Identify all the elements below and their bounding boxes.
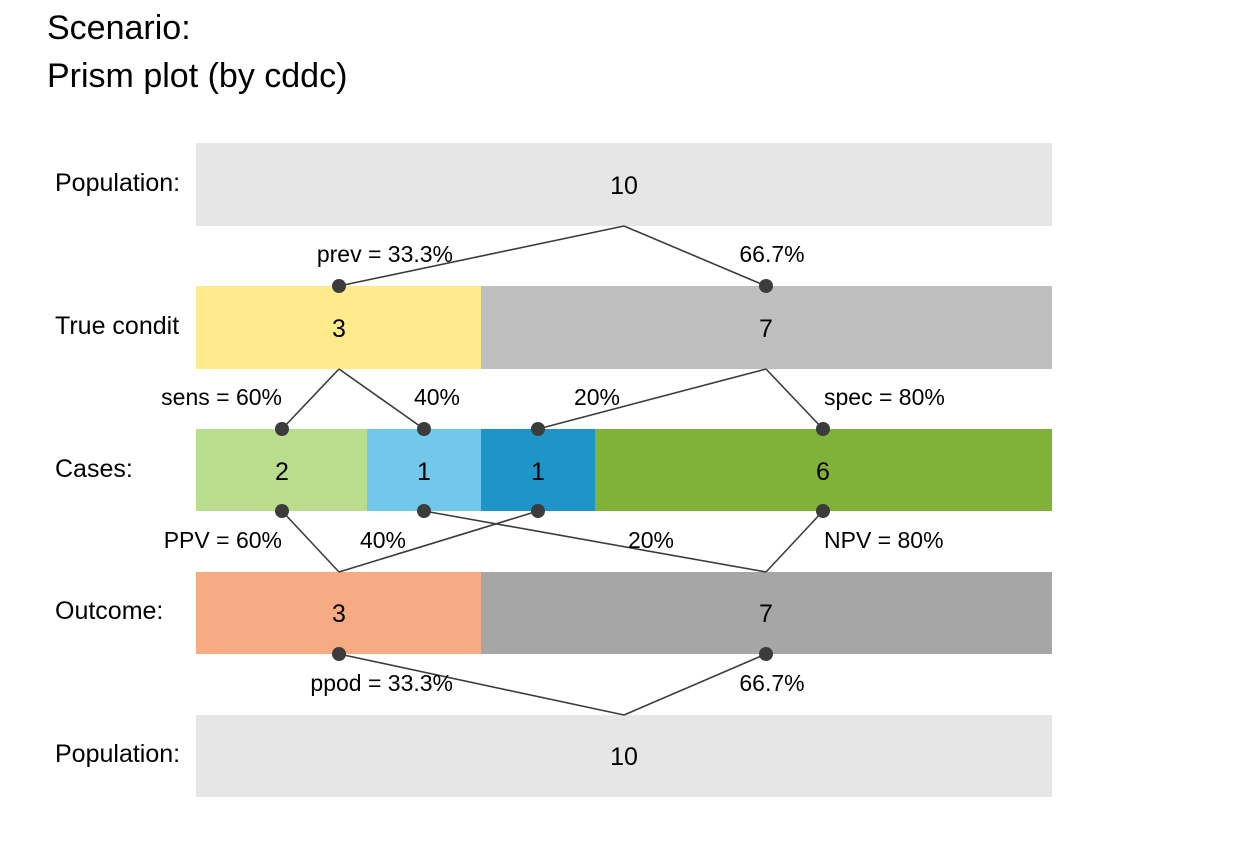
label-ppv: PPV = 60%: [164, 527, 282, 553]
count-population-top: 10: [610, 172, 638, 200]
dot-cr-top: [816, 422, 830, 436]
dot-dec-pos: [332, 647, 346, 661]
label-prev: prev = 33.3%: [317, 241, 453, 267]
label-ppod-complement: 66.7%: [739, 670, 804, 696]
label-prev-complement: 66.7%: [739, 241, 804, 267]
count-cond-true: 3: [332, 315, 346, 343]
link-hit-to-dec-pos: [281, 510, 340, 573]
link-dec-pos-to-pop: [338, 653, 625, 716]
count-cond-false: 7: [759, 315, 773, 343]
dot-hit-bottom: [275, 504, 289, 518]
title-line-2: Prism plot (by cddc): [47, 57, 348, 95]
link-dec-neg-to-pop: [623, 653, 767, 716]
correct-rejection-box: [595, 429, 1052, 511]
population-top-box: [196, 143, 1052, 226]
dec-pos-box: [196, 572, 481, 654]
cond-false-box: [481, 286, 1052, 369]
link-cr-to-dec-neg: [765, 510, 824, 573]
row-label-true-condition: True condit: [55, 312, 179, 340]
false-alarm-box: [481, 429, 595, 511]
dec-neg-box: [481, 572, 1052, 654]
link-cond-false-to-fa: [537, 368, 767, 430]
count-correct-rejection: 6: [816, 458, 830, 486]
dot-hit-top: [275, 422, 289, 436]
link-miss-to-dec-neg: [423, 510, 767, 573]
hit-box: [196, 429, 367, 511]
count-false-alarm: 1: [531, 458, 545, 486]
dot-fa-top: [531, 422, 545, 436]
link-lines: [281, 225, 824, 716]
label-false-alarm-rate: 20%: [574, 384, 620, 410]
cond-true-box: [196, 286, 481, 369]
dot-cond-false: [759, 279, 773, 293]
dot-cond-true: [332, 279, 346, 293]
dot-dec-neg: [759, 647, 773, 661]
row-label-population-bottom: Population:: [55, 740, 180, 768]
label-ppod: ppod = 33.3%: [310, 670, 453, 696]
label-sens: sens = 60%: [161, 384, 282, 410]
count-dec-pos: 3: [332, 600, 346, 628]
population-bottom-box: [196, 715, 1052, 797]
link-cond-true-to-hit: [281, 368, 340, 430]
miss-box: [367, 429, 481, 511]
link-cond-false-to-cr: [765, 368, 824, 430]
label-miss-rate: 40%: [414, 384, 460, 410]
link-pop-to-cond-true: [338, 225, 625, 287]
count-dec-neg: 7: [759, 600, 773, 628]
dot-cr-bottom: [816, 504, 830, 518]
link-cond-true-to-miss: [338, 368, 425, 430]
row-label-cases: Cases:: [55, 455, 133, 483]
count-miss: 1: [417, 458, 431, 486]
link-fa-to-dec-pos: [338, 510, 539, 573]
diagram-title: Scenario: Prism plot (by cddc): [47, 4, 347, 100]
link-dots: [275, 279, 830, 661]
row-label-population-top: Population:: [55, 169, 180, 197]
dot-miss-top: [417, 422, 431, 436]
label-npv: NPV = 80%: [824, 527, 944, 553]
dot-fa-bottom: [531, 504, 545, 518]
title-line-1: Scenario:: [47, 9, 191, 47]
label-ppv-complement: 40%: [360, 527, 406, 553]
count-hit: 2: [275, 458, 289, 486]
count-population-bottom: 10: [610, 743, 638, 771]
row-label-outcome: Outcome:: [55, 597, 163, 625]
dot-miss-bottom: [417, 504, 431, 518]
label-spec: spec = 80%: [824, 384, 945, 410]
link-pop-to-cond-false: [623, 225, 767, 287]
label-npv-complement: 20%: [628, 527, 674, 553]
